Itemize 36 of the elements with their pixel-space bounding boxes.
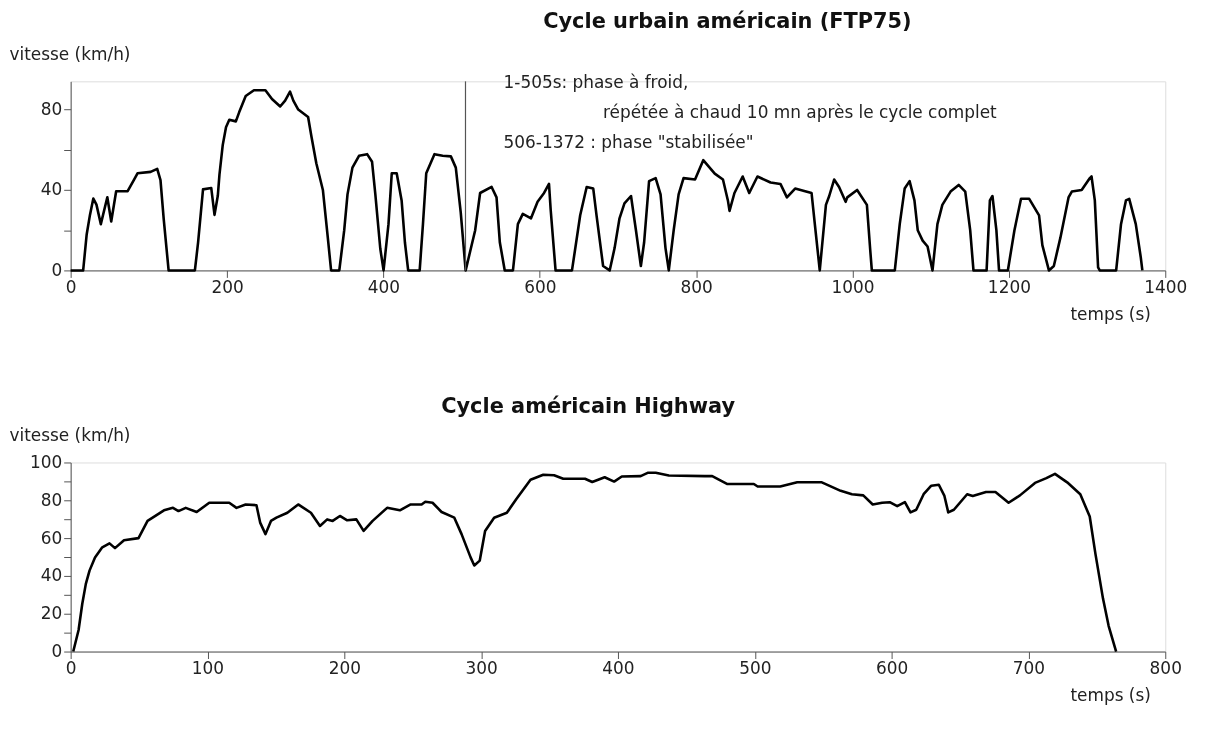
x-tick-label: 0	[65, 276, 77, 297]
x-tick-label: 500	[739, 657, 772, 678]
x-tick-label: 300	[465, 657, 498, 678]
x-axis-title: temps (s)	[1070, 684, 1151, 705]
x-tick-label: 200	[328, 657, 361, 678]
annotation: 506-1372 : phase "stabilisée"	[503, 132, 754, 153]
y-tick-label: 0	[51, 641, 63, 662]
x-tick-label: 800	[680, 276, 713, 297]
y-tick-label: 100	[29, 451, 63, 472]
x-tick-label: 400	[602, 657, 635, 678]
y-tick-label: 80	[40, 98, 63, 119]
x-tick-label: 0	[65, 657, 77, 678]
x-tick-label: 700	[1012, 657, 1046, 678]
x-tick-label: 600	[524, 276, 557, 297]
y-tick-label: 0	[51, 259, 63, 280]
y-tick-label: 60	[40, 527, 63, 548]
x-tick-label: 1000	[831, 276, 875, 297]
y-axis-title: vitesse (km/h)	[9, 43, 131, 64]
y-axis-title: vitesse (km/h)	[9, 425, 131, 446]
line-series	[71, 471, 1118, 653]
chart-title: Cycle américain Highway	[441, 393, 736, 418]
x-tick-label: 1200	[987, 276, 1031, 297]
x-tick-label: 1400	[1144, 276, 1188, 297]
x-tick-label: 800	[1149, 657, 1182, 678]
annotation: répétée à chaud 10 mn après le cycle complet	[603, 102, 998, 123]
x-tick-label: 600	[875, 657, 909, 678]
y-tick-label: 20	[40, 603, 63, 624]
x-tick-label: 200	[211, 276, 244, 297]
y-tick-label: 40	[40, 179, 63, 200]
y-tick-label: 80	[40, 489, 63, 510]
x-tick-label: 400	[367, 276, 401, 297]
annotation: 1-505s: phase à froid,	[503, 72, 689, 93]
chart-title: Cycle urbain américain (FTP75)	[543, 8, 912, 33]
x-axis-title: temps (s)	[1070, 303, 1151, 324]
x-tick-label: 100	[191, 657, 225, 678]
y-tick-label: 40	[40, 565, 63, 586]
